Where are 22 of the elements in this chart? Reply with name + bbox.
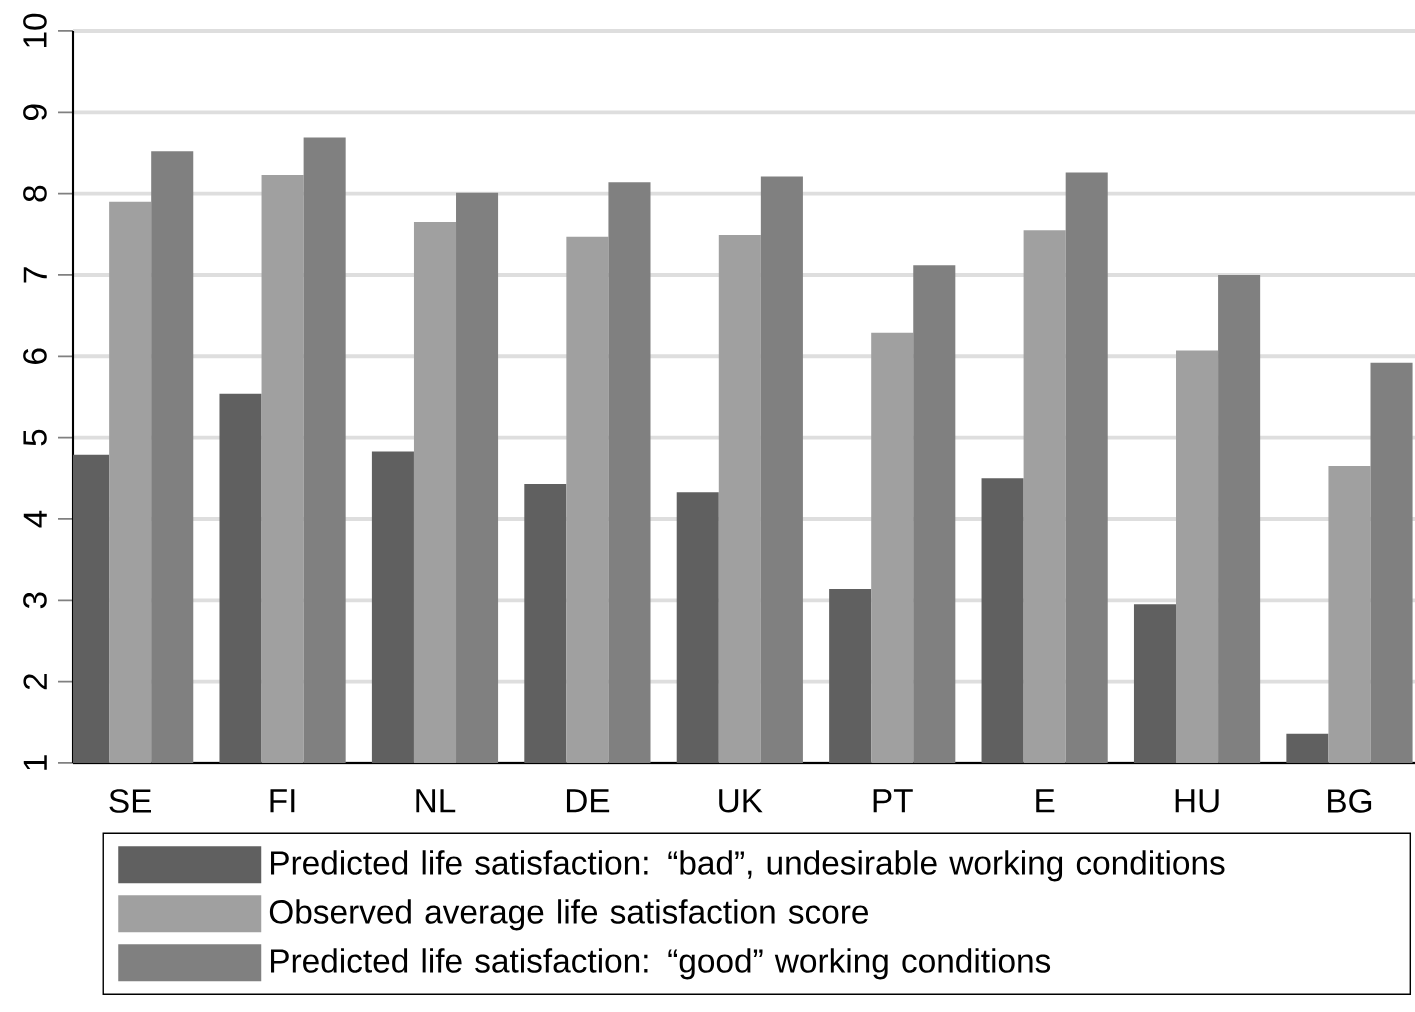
y-tick-label: 5 <box>23 429 47 446</box>
x-tick-label: FI <box>270 789 295 813</box>
y-tick-label: 4 <box>23 510 47 528</box>
x-tick-label: SE <box>109 789 151 813</box>
legend-label: Predicted life satisfaction: “good” working conditions <box>271 948 1051 980</box>
y-tick-label: 6 <box>23 348 47 364</box>
legend-label: Predicted life satisfaction: “bad”, undesirable working conditions <box>271 850 1225 882</box>
y-tick-label: 10 <box>23 13 47 48</box>
x-tick-label: PT <box>873 789 913 813</box>
x-tick-label: HU <box>1175 789 1219 813</box>
legend-label: Observed average life satisfaction score <box>269 899 868 931</box>
y-tick-label: 7 <box>23 267 47 283</box>
y-tick-label: 2 <box>23 674 47 690</box>
x-tick-label: BG <box>1328 789 1372 813</box>
y-tick-label: 1 <box>23 755 47 770</box>
x-tick-label: DE <box>566 789 610 813</box>
y-tick-label: 3 <box>23 592 47 609</box>
y-tick-label: 9 <box>23 104 47 121</box>
x-tick-label: NL <box>416 789 456 813</box>
x-tick-label: UK <box>719 789 763 813</box>
x-tick-label: E <box>1036 789 1055 813</box>
y-tick-label: 8 <box>23 185 47 202</box>
